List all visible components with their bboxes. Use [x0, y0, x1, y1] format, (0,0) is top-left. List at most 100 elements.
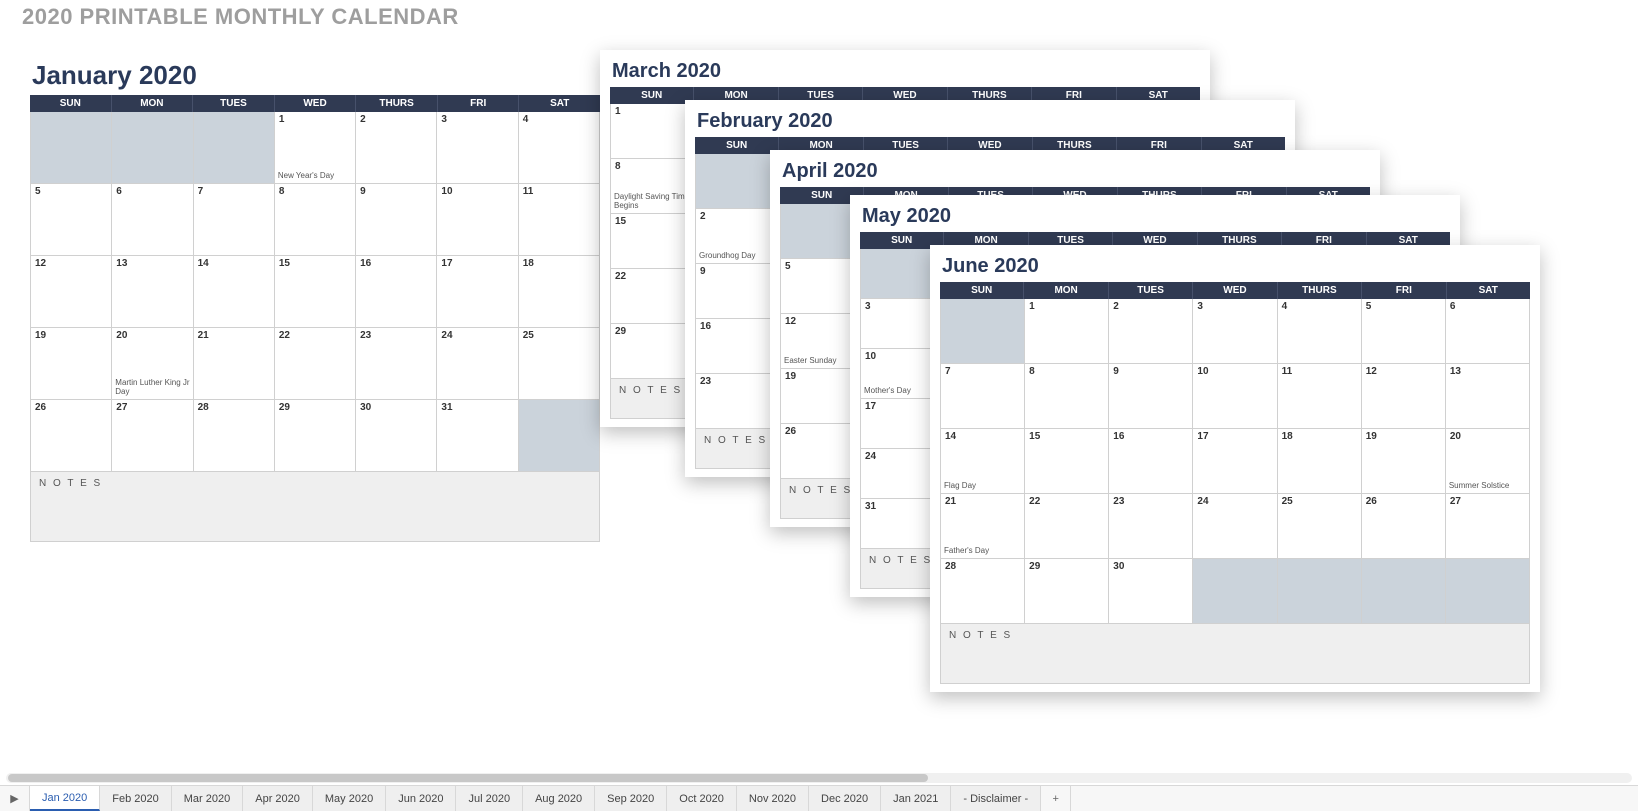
day-cell[interactable]: 22	[275, 328, 356, 400]
day-cell[interactable]: 24	[437, 328, 518, 400]
day-cell[interactable]: 5	[30, 184, 112, 256]
day-cell[interactable]: 13	[112, 256, 193, 328]
day-cell[interactable]: 20Martin Luther King Jr Day	[112, 328, 193, 400]
notes-section[interactable]: N O T E S	[30, 472, 600, 542]
day-cell[interactable]	[194, 112, 275, 184]
day-cell[interactable]: 8Daylight Saving Time Begins	[610, 159, 695, 214]
day-cell[interactable]: 20Summer Solstice	[1446, 429, 1530, 494]
sheet-tab[interactable]: - Disclaimer -	[951, 786, 1041, 811]
day-cell[interactable]: 2	[1109, 299, 1193, 364]
day-cell[interactable]: 15	[610, 214, 695, 269]
day-cell[interactable]: 12	[30, 256, 112, 328]
notes-section[interactable]: N O T E S	[940, 624, 1530, 684]
day-cell[interactable]: 9	[1109, 364, 1193, 429]
sheet-tab[interactable]: May 2020	[313, 786, 386, 811]
day-cell[interactable]: 10	[437, 184, 518, 256]
day-cell[interactable]: 12	[1362, 364, 1446, 429]
day-cell[interactable]: 23	[356, 328, 437, 400]
day-cell[interactable]: 15	[1025, 429, 1109, 494]
day-cell[interactable]: 8	[1025, 364, 1109, 429]
day-cell[interactable]: 16	[356, 256, 437, 328]
sheet-tab[interactable]: Sep 2020	[595, 786, 667, 811]
day-cell[interactable]: 17	[437, 256, 518, 328]
day-cell[interactable]	[519, 400, 600, 472]
day-cell[interactable]: 13	[1446, 364, 1530, 429]
day-cell[interactable]: 27	[112, 400, 193, 472]
day-cell[interactable]: 28	[940, 559, 1025, 624]
day-cell[interactable]: 21	[194, 328, 275, 400]
sheet-tab[interactable]: Jun 2020	[386, 786, 456, 811]
day-cell[interactable]: 9	[356, 184, 437, 256]
day-cell[interactable]: 4	[1278, 299, 1362, 364]
day-cell[interactable]: 25	[1278, 494, 1362, 559]
day-cell[interactable]: 1	[610, 104, 695, 159]
day-cell[interactable]: 7	[194, 184, 275, 256]
horizontal-scrollbar[interactable]	[6, 773, 1632, 783]
day-cell[interactable]: 28	[194, 400, 275, 472]
day-cell[interactable]	[112, 112, 193, 184]
day-cell[interactable]: 19	[1362, 429, 1446, 494]
sheet-tab[interactable]: Nov 2020	[737, 786, 809, 811]
sheet-tab[interactable]: Dec 2020	[809, 786, 881, 811]
day-cell[interactable]: 14	[194, 256, 275, 328]
day-cell[interactable]: 17	[1193, 429, 1277, 494]
day-cell[interactable]: 18	[1278, 429, 1362, 494]
day-cell[interactable]: 27	[1446, 494, 1530, 559]
day-cell[interactable]: 3	[1193, 299, 1277, 364]
sheet-tab[interactable]: Oct 2020	[667, 786, 737, 811]
day-cell[interactable]	[1446, 559, 1530, 624]
day-cell[interactable]: 11	[1278, 364, 1362, 429]
day-cell[interactable]	[30, 112, 112, 184]
sheet-tab[interactable]: Mar 2020	[172, 786, 243, 811]
day-cell[interactable]: 25	[519, 328, 600, 400]
day-cell[interactable]: 21Father's Day	[940, 494, 1025, 559]
day-cell[interactable]: 16	[1109, 429, 1193, 494]
sheet-tab[interactable]: Jan 2021	[881, 786, 951, 811]
day-cell[interactable]	[940, 299, 1025, 364]
day-cell[interactable]: 29	[610, 324, 695, 379]
day-cell[interactable]: 11	[519, 184, 600, 256]
tab-nav-prev[interactable]: ▶	[0, 786, 30, 811]
day-cell[interactable]: 22	[610, 269, 695, 324]
sheet-tab[interactable]: Apr 2020	[243, 786, 313, 811]
sheet-tab[interactable]: Feb 2020	[100, 786, 171, 811]
sheet-tab[interactable]: Aug 2020	[523, 786, 595, 811]
day-cell[interactable]: 9	[695, 264, 780, 319]
scrollbar-thumb[interactable]	[8, 774, 928, 782]
day-cell[interactable]: 15	[275, 256, 356, 328]
day-cell[interactable]: 29	[275, 400, 356, 472]
day-cell[interactable]: 22	[1025, 494, 1109, 559]
day-cell[interactable]: 26	[1362, 494, 1446, 559]
day-cell[interactable]: 23	[1109, 494, 1193, 559]
day-cell[interactable]: 31	[437, 400, 518, 472]
day-cell[interactable]	[1278, 559, 1362, 624]
day-cell[interactable]: 7	[940, 364, 1025, 429]
day-cell[interactable]: 6	[1446, 299, 1530, 364]
day-cell[interactable]: 14Flag Day	[940, 429, 1025, 494]
day-cell[interactable]	[1193, 559, 1277, 624]
day-cell[interactable]	[1362, 559, 1446, 624]
day-cell[interactable]: 19	[30, 328, 112, 400]
day-cell[interactable]: 30	[356, 400, 437, 472]
sheet-tab[interactable]: Jul 2020	[456, 786, 523, 811]
day-cell[interactable]: 23	[695, 374, 780, 429]
day-cell[interactable]: 5	[1362, 299, 1446, 364]
day-cell[interactable]: 1New Year's Day	[275, 112, 356, 184]
day-cell[interactable]: 18	[519, 256, 600, 328]
day-cell[interactable]: 4	[519, 112, 600, 184]
day-cell[interactable]	[695, 154, 780, 209]
tab-add-button[interactable]: +	[1041, 786, 1071, 811]
day-cell[interactable]: 16	[695, 319, 780, 374]
day-cell[interactable]: 2	[356, 112, 437, 184]
day-cell[interactable]: 30	[1109, 559, 1193, 624]
day-cell[interactable]: 6	[112, 184, 193, 256]
day-cell[interactable]: 10	[1193, 364, 1277, 429]
sheet-tab[interactable]: Jan 2020	[30, 786, 100, 811]
day-cell[interactable]: 29	[1025, 559, 1109, 624]
day-cell[interactable]: 24	[1193, 494, 1277, 559]
day-cell[interactable]: 1	[1025, 299, 1109, 364]
day-cell[interactable]: 3	[437, 112, 518, 184]
day-cell[interactable]: 26	[30, 400, 112, 472]
day-cell[interactable]: 2Groundhog Day	[695, 209, 780, 264]
day-cell[interactable]: 8	[275, 184, 356, 256]
